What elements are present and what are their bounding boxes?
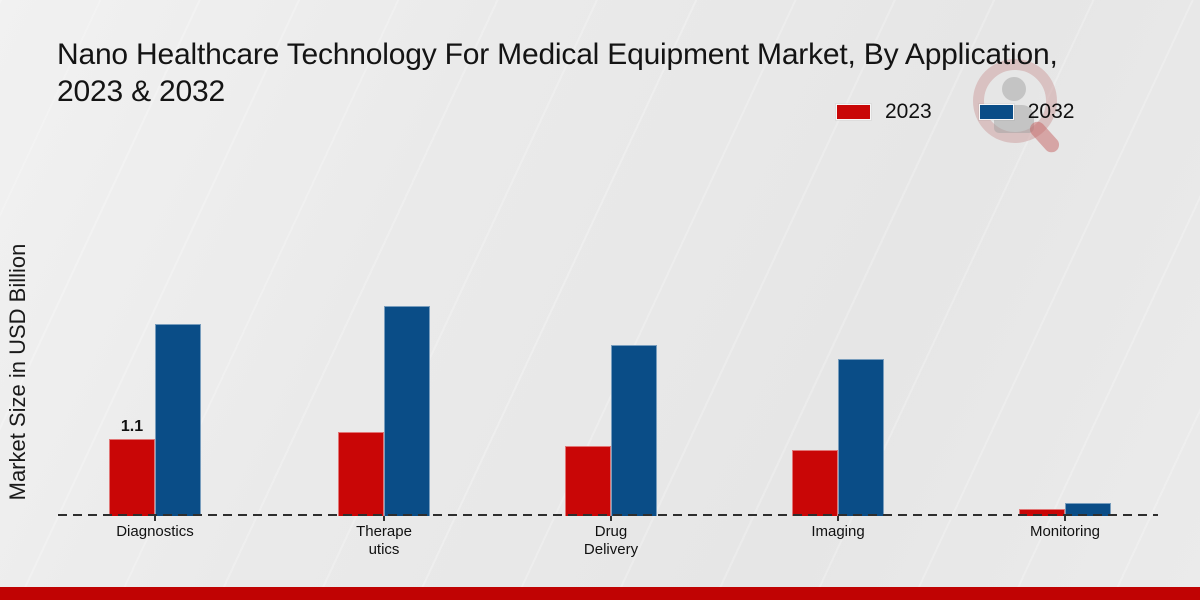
x-axis-dashed-line bbox=[58, 514, 1158, 516]
bar-2032-monitoring bbox=[1065, 503, 1111, 516]
bar-2023-diagnostics bbox=[109, 439, 155, 516]
category-label-diagnostics: Diagnostics bbox=[116, 523, 194, 540]
bar-2023-therapeutics bbox=[338, 432, 384, 516]
legend-item-2032: 2032 bbox=[978, 100, 1075, 124]
chart-title-line-2: 2023 & 2032 bbox=[57, 75, 225, 108]
bar-2032-drug-delivery bbox=[611, 344, 657, 516]
legend-label-2023: 2023 bbox=[885, 100, 932, 123]
chart-title-line-1: Nano Healthcare Technology For Medical E… bbox=[57, 38, 1058, 71]
legend-swatch-2023 bbox=[836, 104, 871, 120]
legend-swatch-2032 bbox=[978, 104, 1014, 120]
category-label-drug-delivery: Drug Delivery bbox=[583, 523, 639, 558]
bar-value-label: 1.1 bbox=[120, 418, 144, 435]
x-tick-monitoring bbox=[1064, 516, 1066, 521]
bar-2032-imaging bbox=[838, 358, 884, 516]
x-tick-drug-delivery bbox=[610, 516, 612, 521]
person-head-icon bbox=[1002, 77, 1026, 101]
legend-label-2032: 2032 bbox=[1027, 100, 1075, 123]
chart-title: Nano Healthcare Technology For Medical E… bbox=[57, 36, 1058, 110]
legend-item-2023: 2023 bbox=[836, 100, 932, 124]
x-tick-imaging bbox=[837, 516, 839, 521]
legend: 2023 2032 bbox=[836, 100, 1074, 124]
x-tick-therapeutics bbox=[383, 516, 385, 521]
category-label-imaging: Imaging bbox=[811, 523, 865, 540]
bar-2023-monitoring bbox=[1019, 509, 1065, 516]
x-tick-diagnostics bbox=[154, 516, 156, 521]
footer-red-band bbox=[0, 587, 1200, 600]
bar-2023-drug-delivery bbox=[565, 446, 611, 516]
category-label-therapeutics: Therape utics bbox=[356, 523, 412, 558]
bar-2023-imaging bbox=[792, 449, 838, 516]
bar-2032-therapeutics bbox=[384, 306, 430, 516]
magnifier-ring-icon bbox=[973, 59, 1057, 143]
bar-2032-diagnostics bbox=[155, 323, 201, 516]
category-label-monitoring: Monitoring bbox=[1029, 523, 1101, 540]
